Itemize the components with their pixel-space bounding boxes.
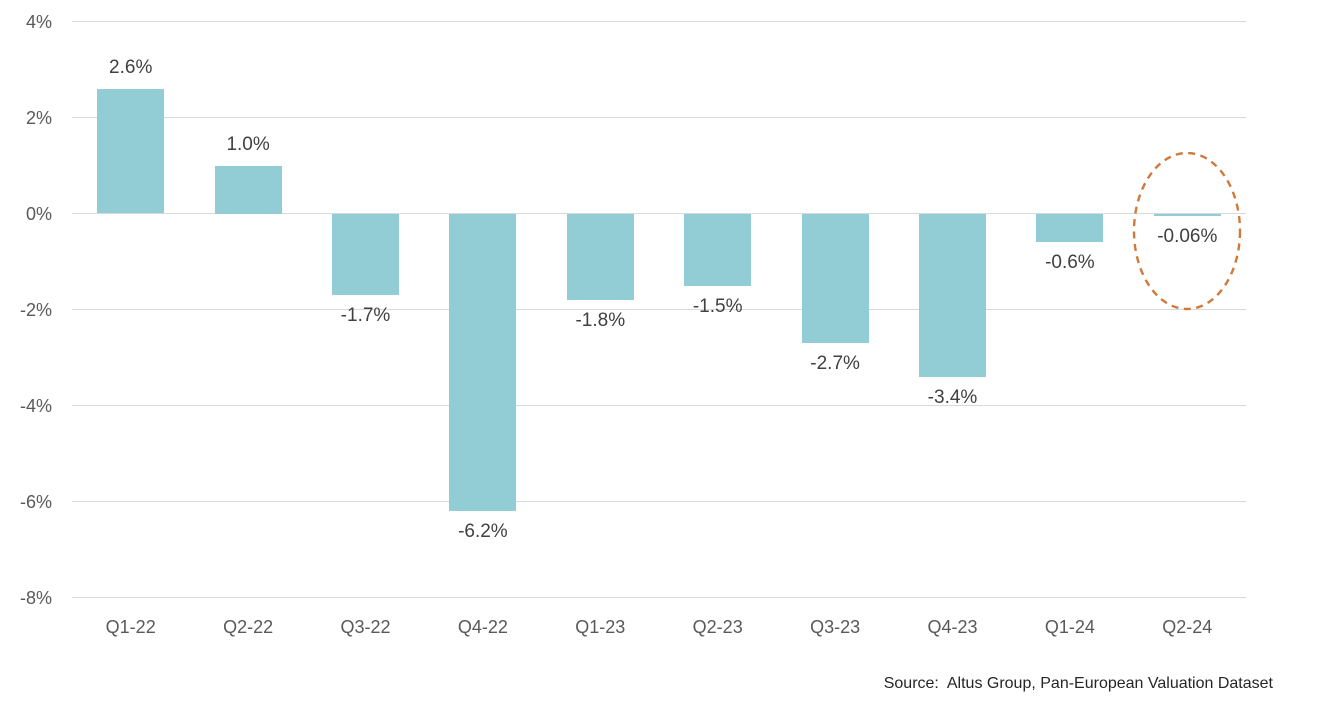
x-axis-tick-label-Q4-23: Q4-23 (927, 617, 978, 637)
source-note: Source: Altus Group, Pan-European Valuat… (883, 675, 1273, 692)
gridline-0% (72, 213, 1246, 214)
bar-value-label-Q2-22: 1.0% (226, 133, 270, 155)
bar-value-label-Q1-22: 2.6% (109, 56, 153, 78)
bar-Q4-22 (449, 213, 517, 512)
bar-value-label-Q4-22: -6.2% (458, 521, 508, 543)
y-axis-tick-label: 0% (25, 203, 52, 224)
gridline--8% (72, 597, 1246, 598)
bar-Q1-24 (1036, 213, 1104, 243)
bar-value-label-Q4-23: -3.4% (927, 386, 978, 408)
bar-Q2-22 (214, 165, 282, 214)
x-axis-tick-label-Q1-22: Q1-22 (105, 617, 156, 637)
gridline--4% (72, 405, 1246, 406)
dashed-ellipse (1133, 151, 1242, 310)
bar-Q3-23 (801, 213, 869, 344)
bar-Q2-23 (684, 213, 752, 286)
bar-Q1-22 (97, 88, 165, 214)
bar-value-label-Q2-23: -1.5% (692, 295, 743, 317)
highlight-ellipse-annotation (1133, 151, 1242, 310)
gridline-4% (72, 21, 1246, 22)
gridline-2% (72, 117, 1246, 118)
x-axis-tick-label-Q1-24: Q1-24 (1044, 617, 1095, 637)
bar-Q1-23 (566, 213, 634, 300)
x-axis-tick-label-Q2-23: Q2-23 (692, 617, 743, 637)
x-axis-tick-label-Q3-23: Q3-23 (810, 617, 861, 637)
bar-value-label-Q1-23: -1.8% (575, 309, 626, 331)
bar-value-label-Q1-24: -0.6% (1045, 252, 1095, 274)
x-axis-tick-label-Q1-23: Q1-23 (575, 617, 626, 637)
y-axis-tick-label: -2% (19, 299, 52, 320)
bar-Q4-23 (919, 213, 986, 377)
y-axis-tick-label: 2% (25, 107, 52, 128)
x-axis-tick-label-Q2-24: Q2-24 (1162, 617, 1213, 637)
y-axis-tick-label: -8% (19, 587, 52, 608)
x-axis-tick-label-Q2-22: Q2-22 (223, 617, 274, 637)
y-axis-tick-label: -6% (19, 491, 52, 512)
bar-value-label-Q3-23: -2.7% (810, 353, 860, 375)
bar-Q2-24 (1153, 213, 1221, 217)
bar-value-label-Q2-24: -0.06% (1157, 226, 1218, 248)
bar-Q3-22 (332, 213, 399, 296)
y-axis-tick-label: -4% (19, 395, 52, 416)
y-axis-tick-label: 4% (25, 11, 52, 32)
gridline--2% (72, 309, 1246, 310)
gridline--6% (72, 501, 1246, 502)
x-axis-tick-label-Q3-22: Q3-22 (340, 617, 391, 637)
bar-value-label-Q3-22: -1.7% (340, 305, 391, 327)
x-axis-tick-label-Q4-22: Q4-22 (457, 617, 508, 637)
